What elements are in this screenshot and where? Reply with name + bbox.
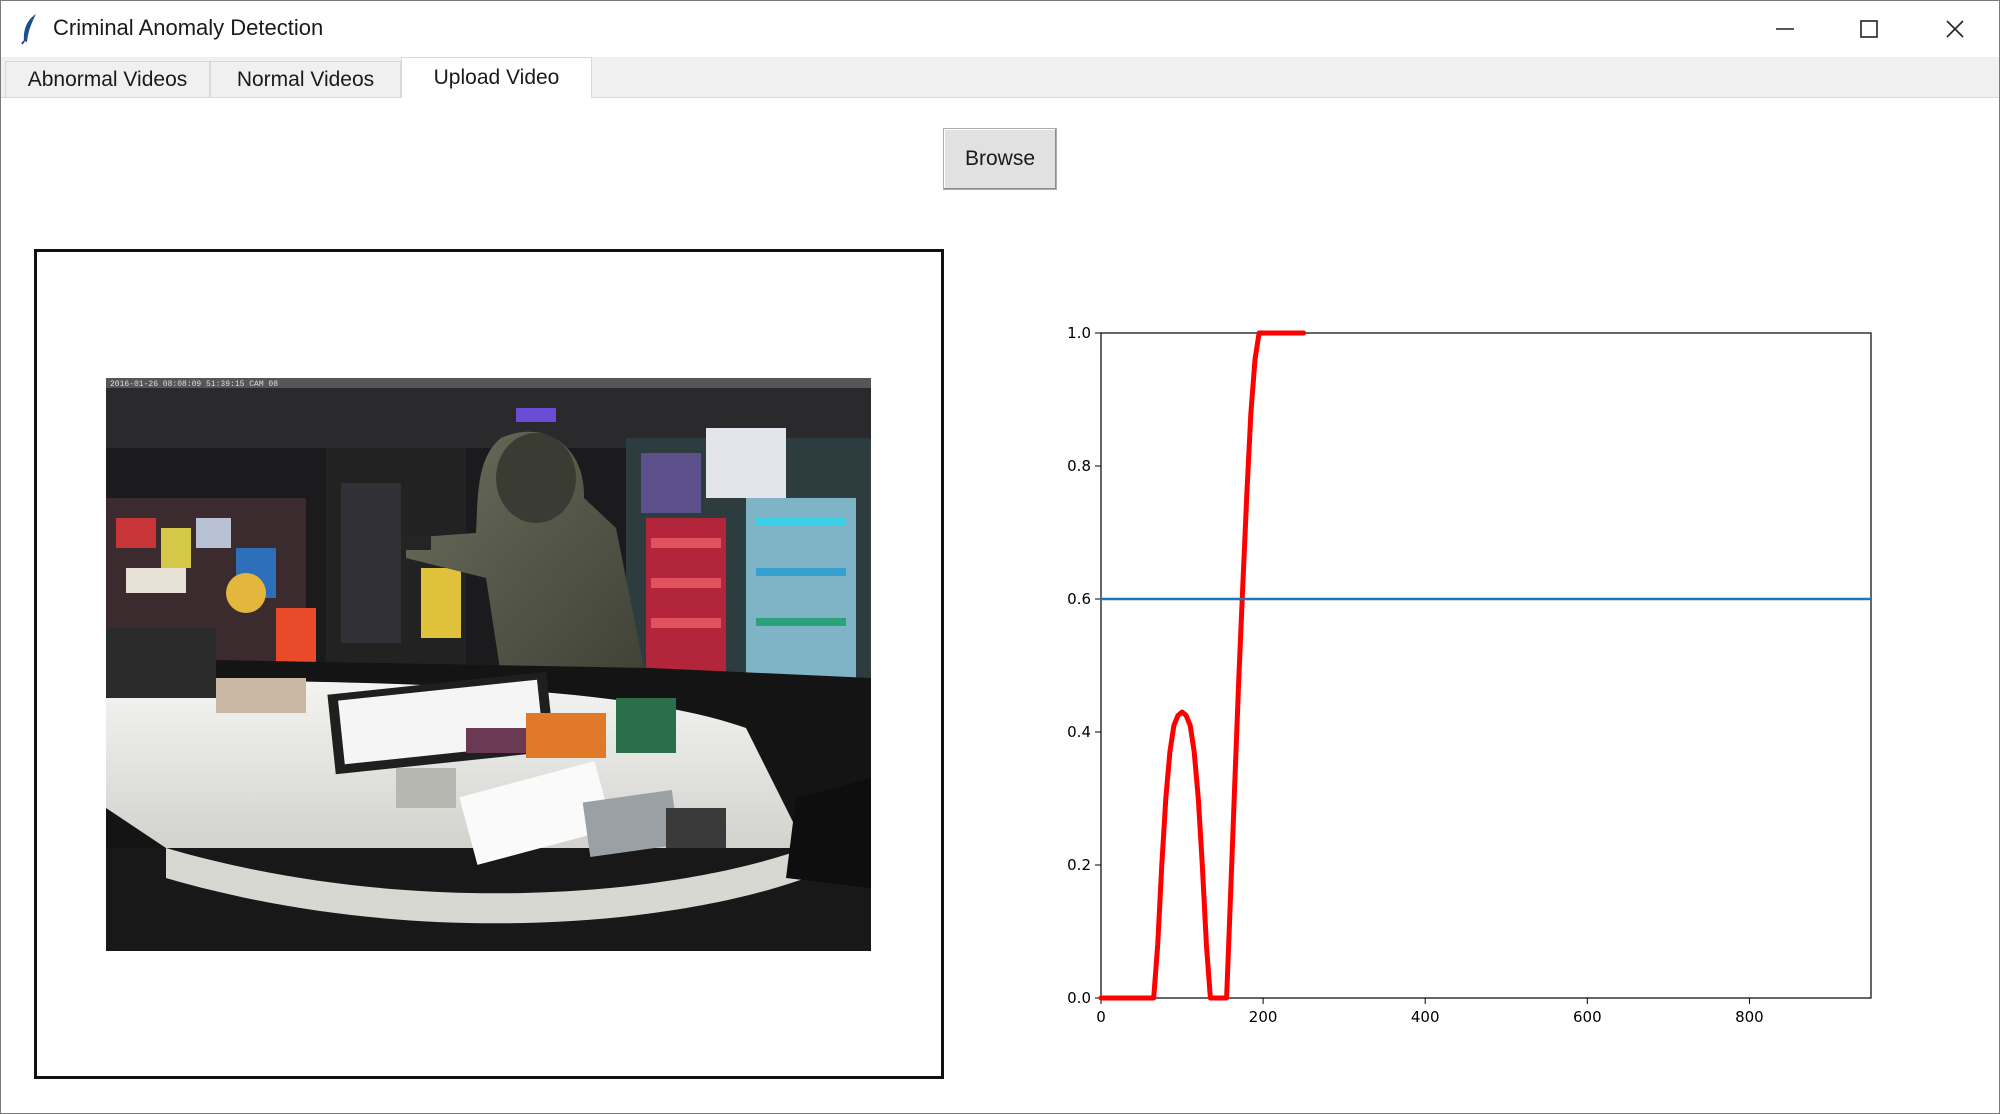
x-tick-label: 800 (1735, 1008, 1764, 1026)
tab-abnormal-videos[interactable]: Abnormal Videos (5, 61, 210, 97)
anomaly-score-chart: 0.0 0.2 0.4 0.6 0.8 1.0 0 200 400 600 800 (1067, 324, 1873, 1026)
y-tick-label: 0.8 (1067, 457, 1091, 475)
x-tick-label: 0 (1096, 1008, 1106, 1026)
window-title: Criminal Anomaly Detection (53, 15, 324, 40)
video-timestamp-overlay: 2016-01-26 08:08:09 51:39:15 CAM 08 (110, 380, 278, 389)
y-tick-label: 0.6 (1067, 590, 1091, 608)
x-tick-label: 600 (1573, 1008, 1602, 1026)
title-bar: Criminal Anomaly Detection (1, 1, 1999, 57)
x-tick-label: 400 (1411, 1008, 1440, 1026)
y-tick-label: 0.2 (1067, 856, 1091, 874)
close-button[interactable] (1913, 1, 1997, 57)
maximize-icon (1860, 20, 1878, 38)
video-frame-image: 2016-01-26 08:08:09 51:39:15 CAM 08 (106, 378, 871, 951)
x-tick-label: 200 (1249, 1008, 1278, 1026)
tab-bar: Abnormal Videos Normal Videos Upload Vid… (1, 57, 1999, 98)
y-tick-label: 0.0 (1067, 989, 1091, 1007)
maximize-button[interactable] (1827, 1, 1911, 57)
plot-area (1100, 332, 1872, 999)
feather-icon (21, 14, 36, 45)
close-icon (1946, 20, 1964, 38)
tab-normal-videos[interactable]: Normal Videos (210, 61, 401, 97)
y-tick-label: 1.0 (1067, 324, 1091, 342)
anomaly-score-line (1098, 330, 1307, 1001)
tab-upload-video[interactable]: Upload Video (401, 57, 592, 98)
minimize-icon (1776, 28, 1794, 30)
y-tick-label: 0.4 (1067, 723, 1091, 741)
browse-button[interactable]: Browse (943, 128, 1057, 190)
minimize-button[interactable] (1743, 1, 1827, 57)
